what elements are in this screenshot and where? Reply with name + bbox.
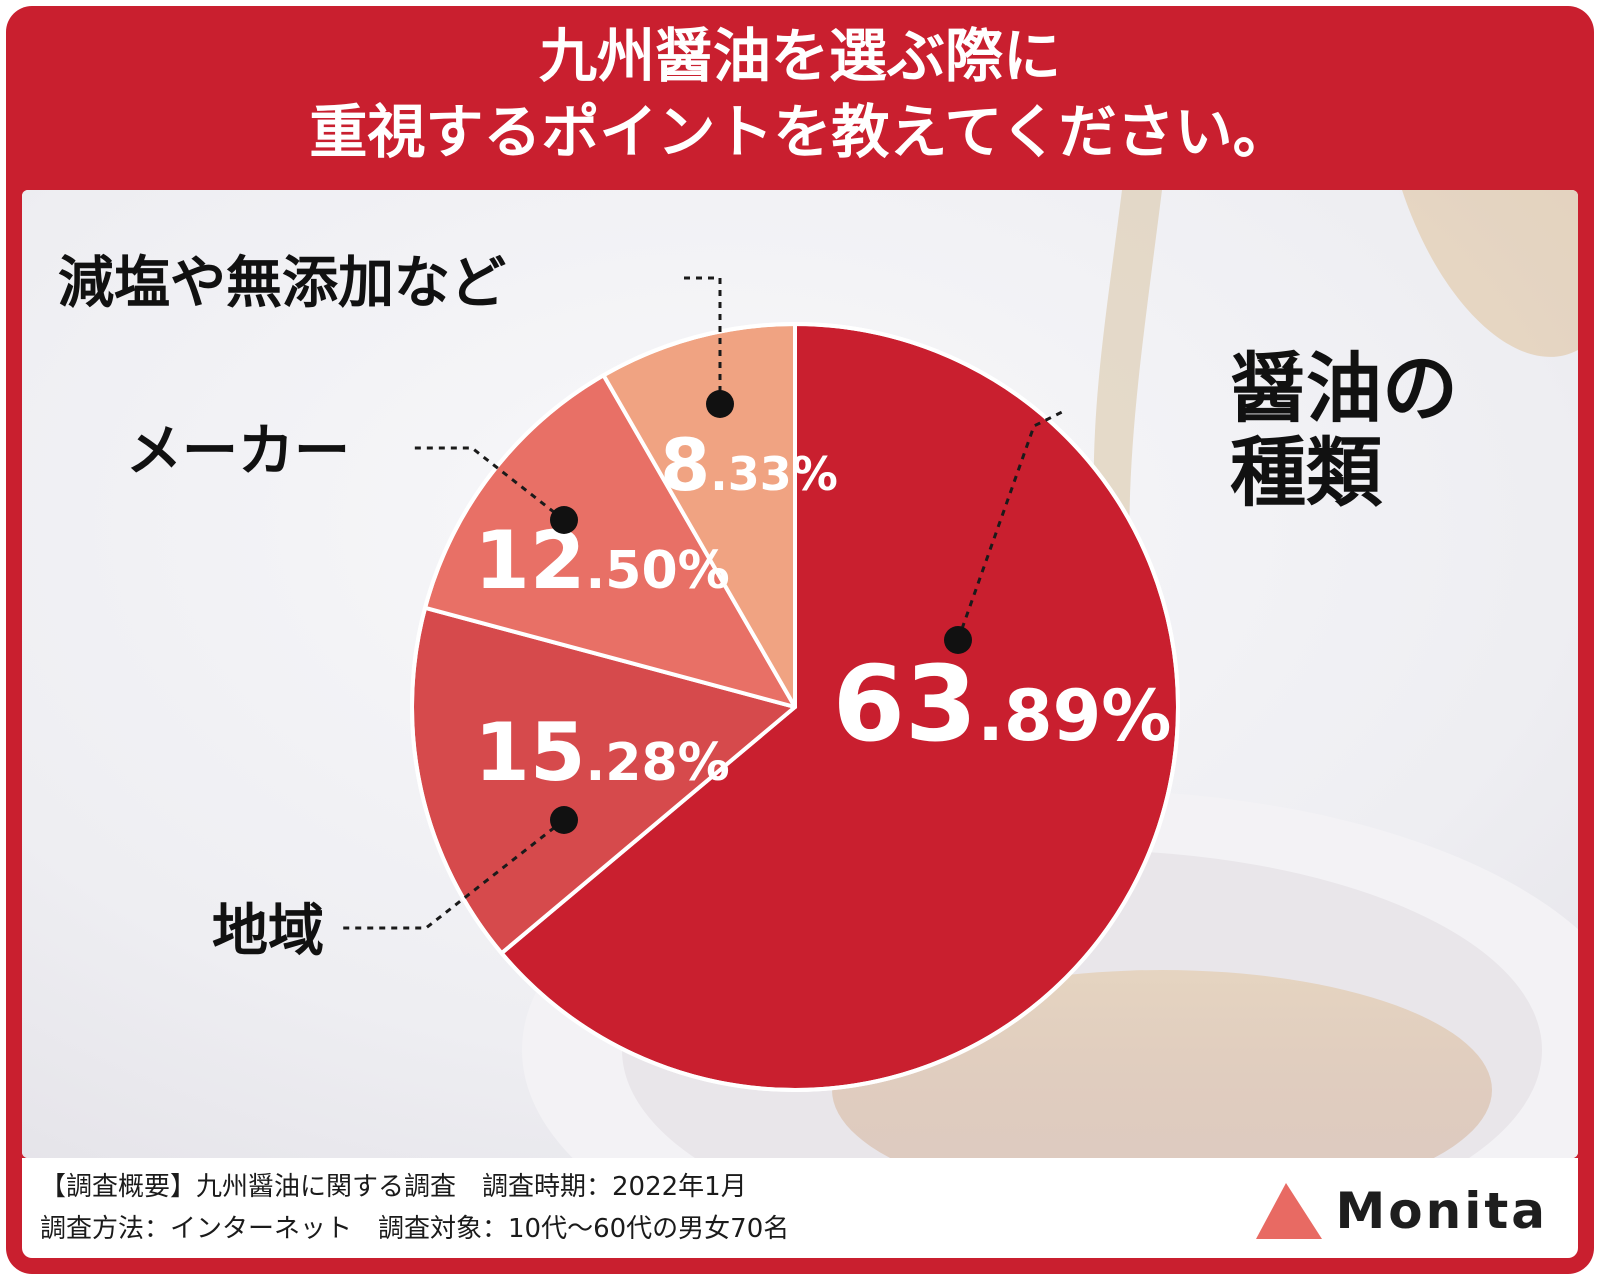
leader-dot-1: [944, 626, 972, 654]
leader-dot-4: [706, 390, 734, 418]
chart-title: 九州醤油を選ぶ際に 重視するポイントを教えてください。: [0, 18, 1600, 170]
value-label-2: 15.28%: [474, 706, 730, 799]
leader-line-1: [956, 410, 1063, 641]
survey-summary-line-2: 調査方法：インターネット 調査対象：10代～60代の男女70名: [40, 1214, 790, 1244]
leader-line-3: [412, 446, 565, 522]
category-label-2: 地域: [212, 899, 324, 964]
category-label-3: メーカー: [126, 419, 350, 484]
leader-line-4: [682, 276, 722, 404]
survey-summary-line-1: 【調査概要】九州醤油に関する調査 調査時期：2022年1月: [40, 1172, 747, 1202]
pie-outline: [410, 322, 1180, 1092]
logo-text: Monita: [1335, 1182, 1548, 1240]
triangle-logo-icon: [1255, 1183, 1322, 1239]
leader-line-2: [340, 818, 565, 930]
title-line-1: 九州醤油を選ぶ際に: [538, 22, 1061, 90]
footer: 【調査概要】九州醤油に関する調査 調査時期：2022年1月 調査方法：インターネ…: [0, 1158, 1600, 1280]
value-label-4: 8.33%: [660, 423, 838, 507]
title-line-2: 重視するポイントを教えてください。: [309, 98, 1291, 166]
footer-box: 【調査概要】九州醤油に関する調査 調査時期：2022年1月 調査方法：インターネ…: [22, 1158, 1578, 1258]
monita-logo: Monita: [1255, 1176, 1548, 1246]
leader-dot-3: [550, 506, 578, 534]
category-label-4: 減塩や無添加など: [58, 251, 506, 316]
leader-dot-2: [550, 806, 578, 834]
chart-panel: 63.89% 醤油の種類 15.28% 地域 12.50% メーカー 8.33% 減塩や無添加…: [22, 190, 1578, 1158]
category-label-1: 醤油の種類: [1230, 344, 1458, 517]
value-label-1: 63.89%: [833, 643, 1172, 765]
